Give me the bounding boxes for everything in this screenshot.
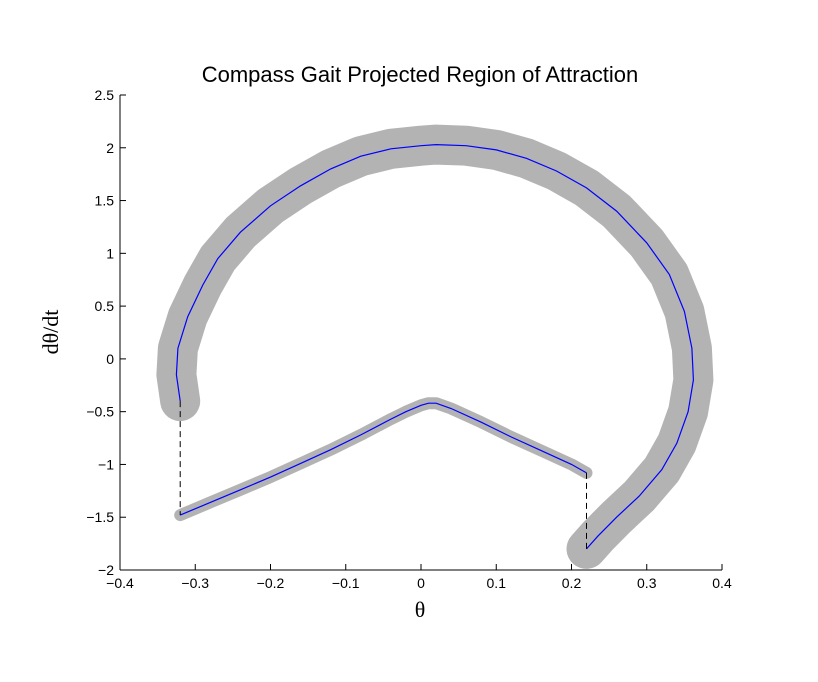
- y-tick-label: −1.5: [86, 509, 114, 525]
- y-tick-label: 1: [106, 245, 114, 261]
- series-layer: [175, 143, 695, 550]
- x-tick-label: −0.3: [181, 575, 209, 591]
- y-tick-label: 1.5: [95, 193, 115, 209]
- y-ticks: −2 −1.5 −1 −0.5 0 0.5 1 1.5 2 2.5: [86, 87, 126, 578]
- y-tick-label: 0.5: [95, 298, 115, 314]
- limit-cycle-upper-line: [175, 143, 695, 550]
- x-tick-label: 0.4: [712, 575, 732, 591]
- y-axis-label: dθ/dt: [38, 310, 63, 355]
- y-tick-label: −2: [98, 562, 114, 578]
- x-tick-label: 0.3: [637, 575, 657, 591]
- x-tick-label: −0.2: [257, 575, 285, 591]
- y-tick-label: 2.5: [95, 87, 115, 103]
- x-tick-label: −0.1: [332, 575, 360, 591]
- x-tick-label: −0.4: [106, 575, 134, 591]
- y-tick-label: 0: [106, 351, 114, 367]
- x-ticks: −0.4 −0.3 −0.2 −0.1 0 0.1 0.2 0.3 0.4: [106, 564, 732, 591]
- region-band-lower: [174, 397, 593, 522]
- limit-cycle-lower-line: [179, 402, 587, 516]
- region-of-attraction: [156, 124, 714, 569]
- y-tick-label: 2: [106, 140, 114, 156]
- x-tick-label: 0.1: [487, 575, 507, 591]
- chart-title: Compass Gait Projected Region of Attract…: [202, 62, 639, 87]
- x-axis-label: θ: [415, 597, 426, 622]
- y-tick-label: −0.5: [86, 404, 114, 420]
- x-tick-label: 0.2: [562, 575, 582, 591]
- x-tick-label: 0: [417, 575, 425, 591]
- y-tick-label: −1: [98, 456, 114, 472]
